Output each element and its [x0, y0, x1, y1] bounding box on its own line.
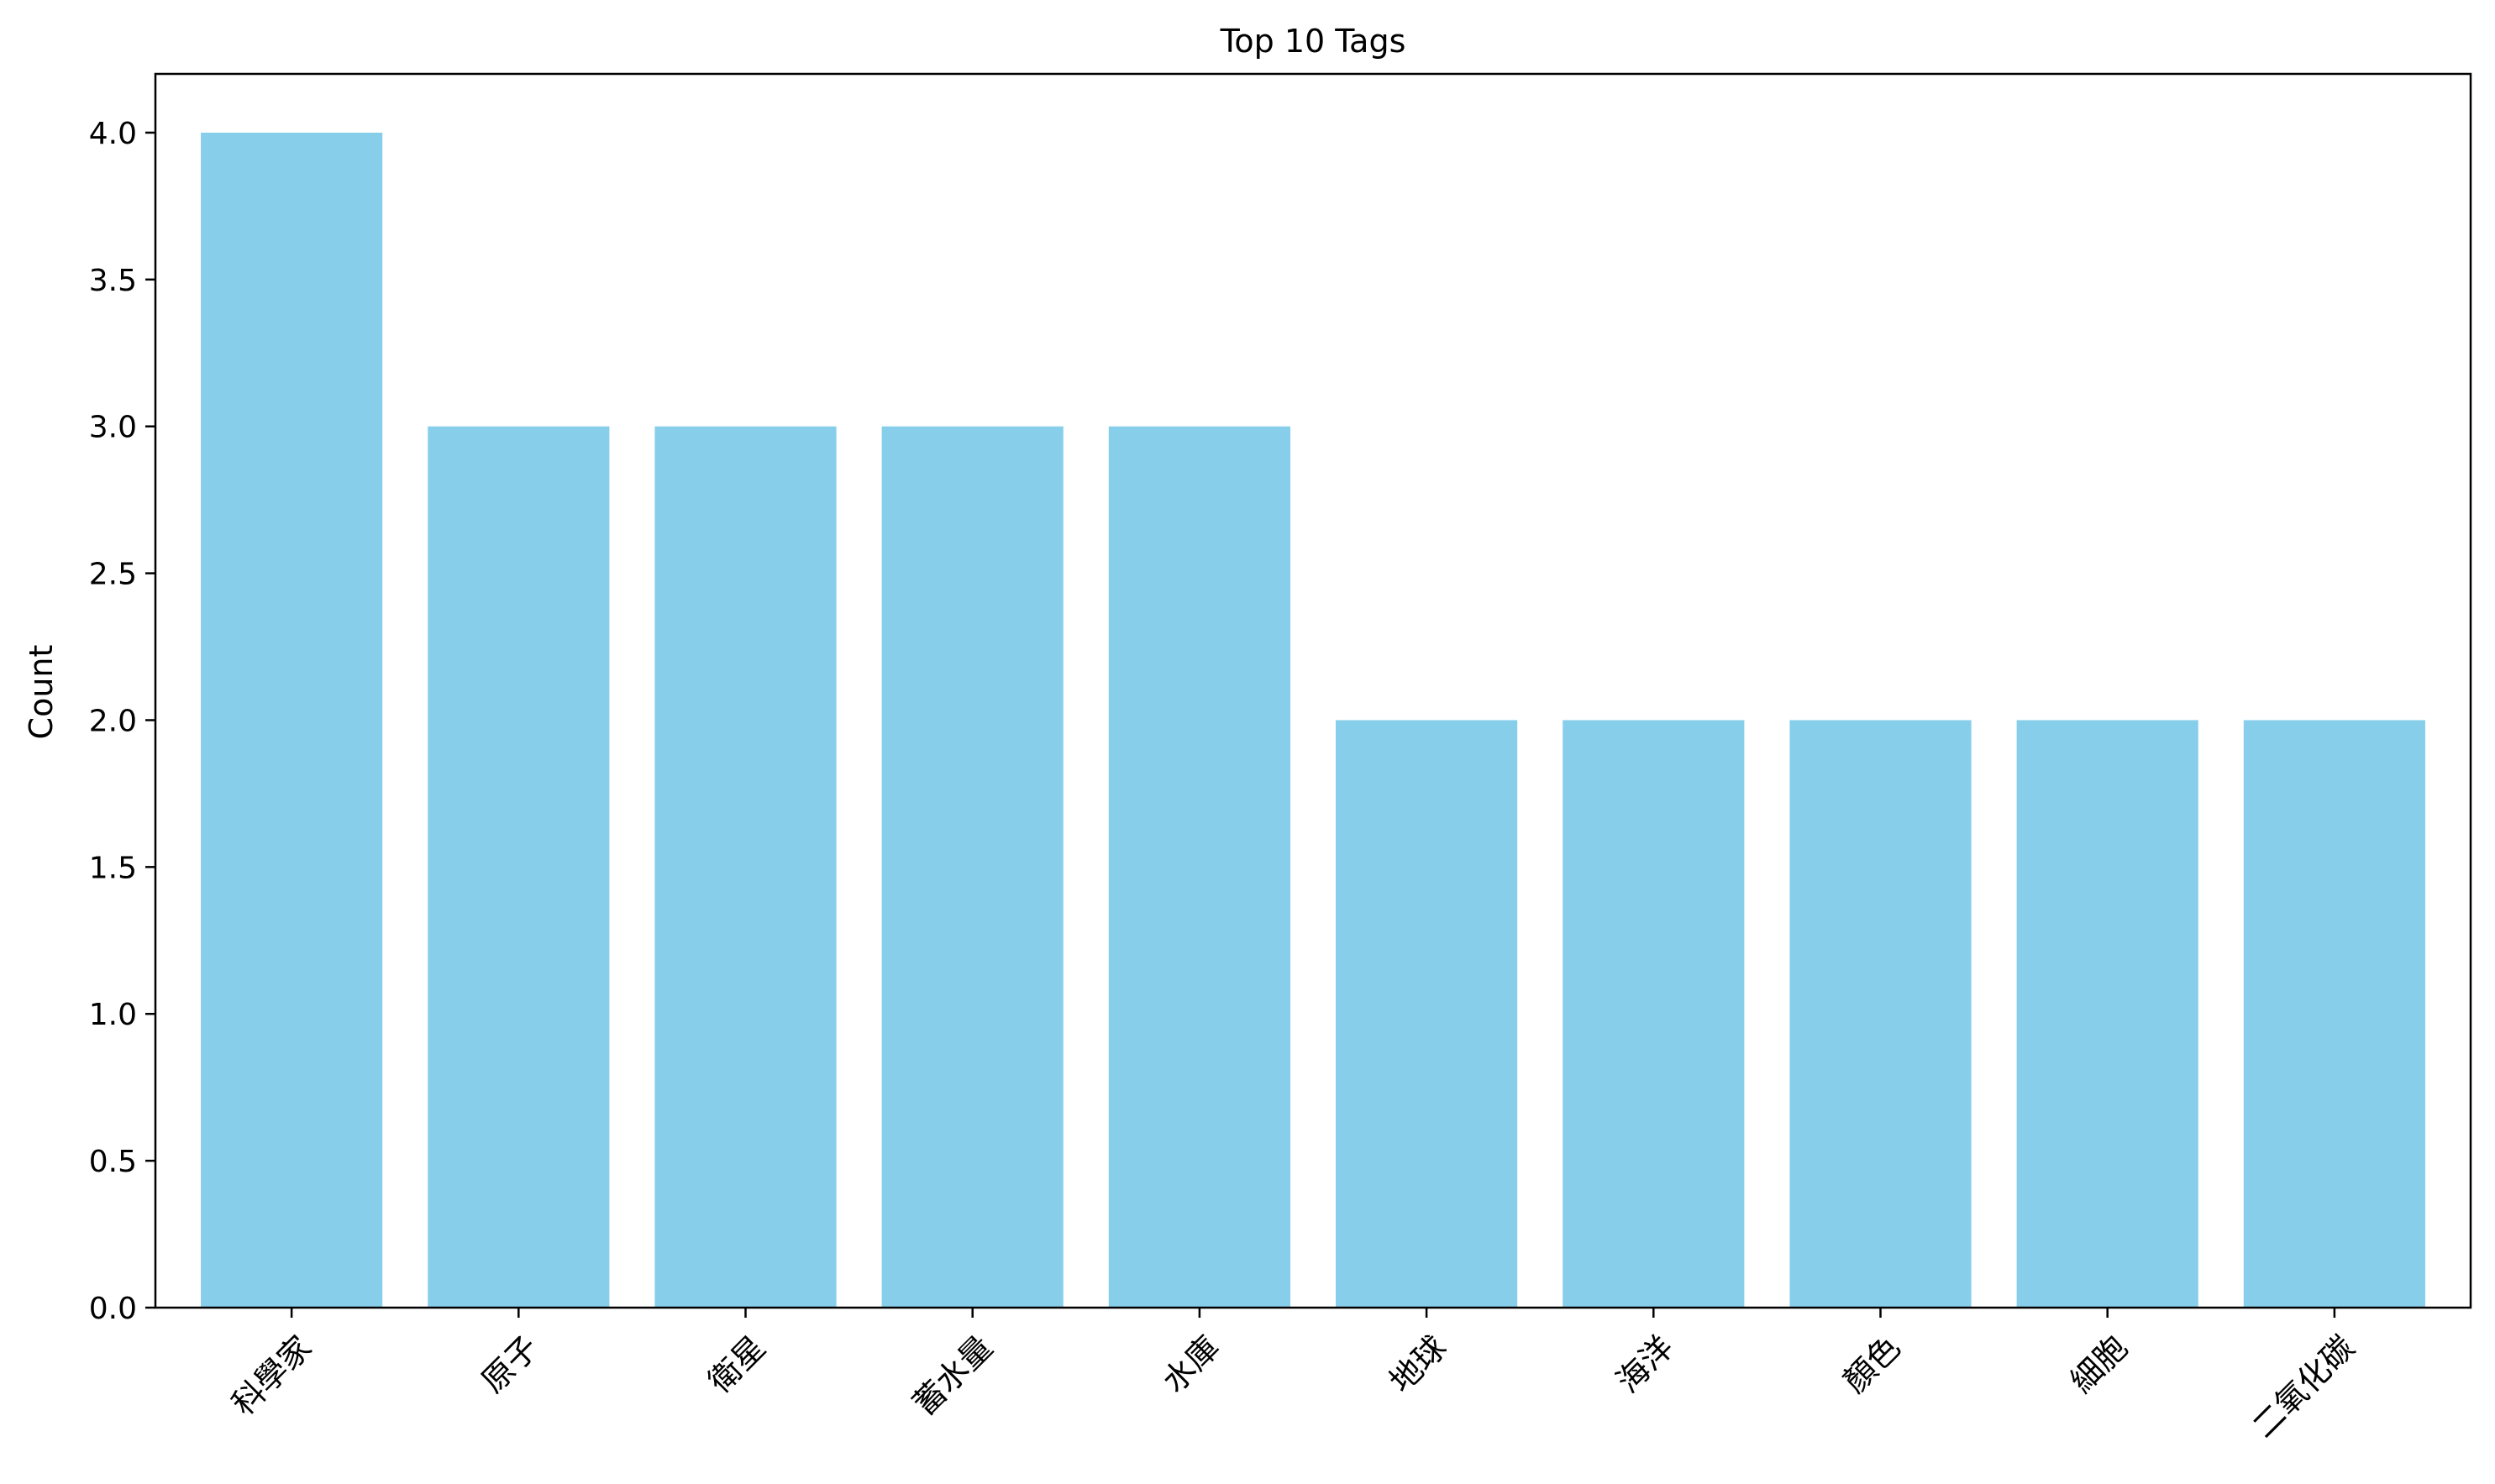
x-axis: 科學家 原子 衛星 蓄水量 水庫 地球 海洋 顏色 細胞 二氧化碳 [225, 1308, 2361, 1445]
x-tick-label: 細胞 [2063, 1329, 2135, 1400]
y-tick-label: 3.0 [89, 411, 137, 445]
bar-3 [881, 426, 1064, 1308]
x-tick-label: 海洋 [1610, 1329, 1681, 1400]
bar-8 [2016, 720, 2198, 1308]
bar-1 [428, 426, 610, 1308]
y-tick-label: 2.0 [89, 704, 137, 738]
bar-0 [201, 132, 383, 1308]
x-tick-label: 科學家 [225, 1329, 319, 1423]
bar-7 [1789, 720, 1972, 1308]
x-tick-label: 地球 [1382, 1329, 1453, 1400]
y-axis: 0.0 0.5 1.0 1.5 2.0 2.5 3.0 3.5 4.0 [89, 117, 155, 1326]
y-tick-label: 3.5 [89, 264, 137, 298]
x-tick-label: 顏色 [1836, 1329, 1908, 1400]
bar-5 [1336, 720, 1518, 1308]
x-tick-label: 原子 [475, 1329, 546, 1400]
y-tick-label: 1.0 [89, 998, 137, 1032]
bar-6 [1563, 720, 1745, 1308]
bar-9 [2243, 720, 2425, 1308]
y-tick-label: 0.0 [89, 1292, 137, 1326]
y-tick-label: 0.5 [89, 1145, 137, 1179]
bar-2 [654, 426, 837, 1308]
bars-group [201, 132, 2425, 1308]
x-tick-label: 衛星 [701, 1329, 773, 1400]
y-tick-label: 4.0 [89, 117, 137, 151]
chart-title: Top 10 Tags [1220, 23, 1406, 60]
x-tick-label: 二氧化碳 [2245, 1329, 2361, 1445]
plot-area-frame [154, 72, 2472, 1309]
y-tick-label: 1.5 [89, 851, 137, 885]
x-tick-label: 水庫 [1155, 1329, 1226, 1400]
y-tick-label: 2.5 [89, 558, 137, 592]
x-tick-label: 蓄水量 [906, 1329, 1000, 1423]
bar-4 [1108, 426, 1290, 1308]
y-axis-label: Count [23, 645, 60, 740]
